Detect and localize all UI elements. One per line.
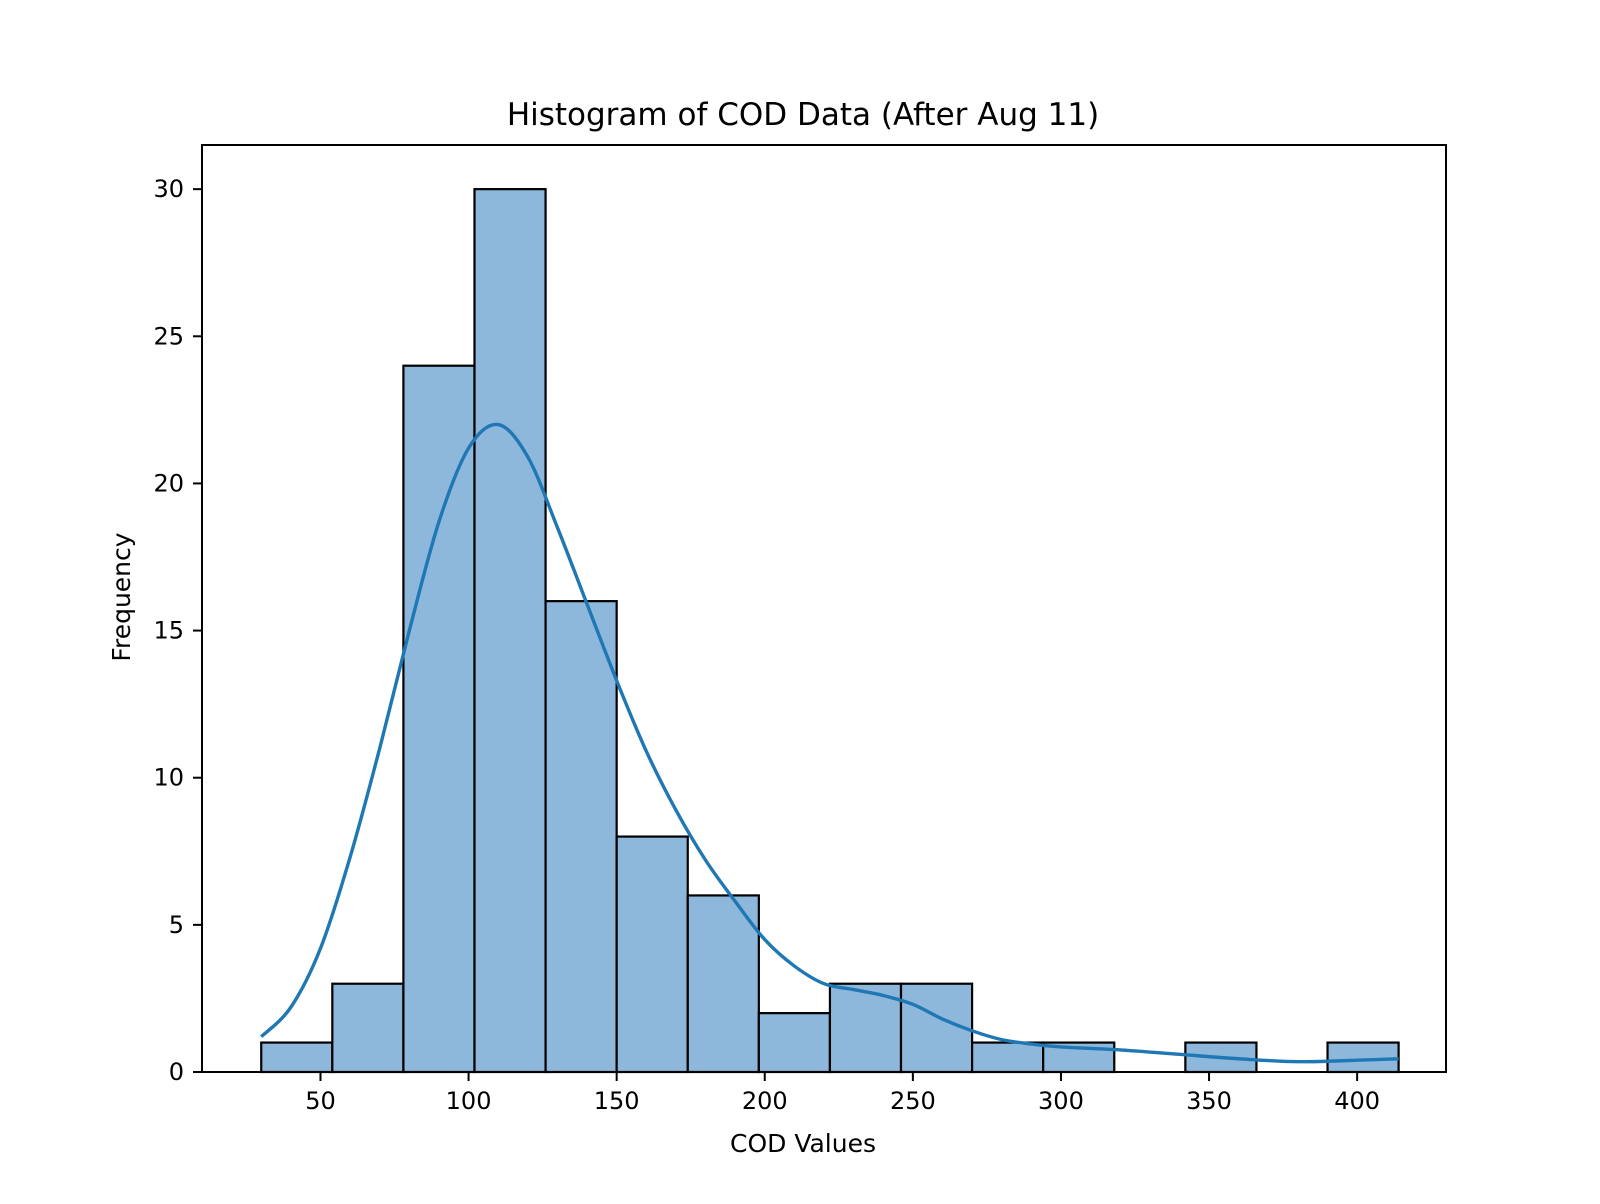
y-tick-label-0: 0 [169, 1058, 184, 1086]
y-tick-label-30: 30 [153, 175, 184, 203]
axes-layer [201, 144, 1447, 1073]
x-tick-label-250: 250 [890, 1087, 936, 1115]
histogram-bar-1 [331, 982, 405, 1074]
chart-title: Histogram of COD Data (After Aug 11) [507, 97, 1099, 133]
x-axis-label: COD Values [730, 1129, 876, 1158]
x-tick-label-350: 350 [1186, 1087, 1232, 1115]
histogram-bar-10 [970, 1041, 1045, 1074]
ticks-layer: 50 100 150 200 250 300 350 400 0 5 10 15 20 25 30 [153, 175, 1380, 1115]
histogram-bar-0 [260, 1041, 334, 1074]
kde-layer [260, 422, 1399, 1064]
y-tick-label-5: 5 [169, 911, 184, 939]
y-tick-label-15: 15 [153, 617, 184, 645]
y-tick-label-20: 20 [153, 469, 184, 497]
histogram-bar-3 [473, 188, 547, 1074]
x-tick-label-100: 100 [446, 1087, 492, 1115]
x-tick-label-50: 50 [305, 1087, 336, 1115]
kde-curve [260, 422, 1399, 1064]
y-tick-label-25: 25 [153, 322, 184, 350]
y-tick-label-10: 10 [153, 764, 184, 792]
histogram-bar-7 [757, 1012, 832, 1074]
y-axis-label: Frequency [107, 532, 136, 661]
histogram-bar-2 [402, 364, 476, 1074]
histogram-bar-15 [1326, 1041, 1400, 1074]
x-tick-label-300: 300 [1038, 1087, 1084, 1115]
histogram-bar-4 [544, 600, 618, 1074]
x-tick-label-400: 400 [1334, 1087, 1380, 1115]
x-tick-label-200: 200 [742, 1087, 788, 1115]
bars-layer [260, 188, 1400, 1074]
plot-frame [201, 144, 1447, 1073]
x-tick-label-150: 150 [594, 1087, 640, 1115]
histogram-bar-6 [686, 894, 760, 1074]
histogram-bar-5 [615, 835, 689, 1074]
